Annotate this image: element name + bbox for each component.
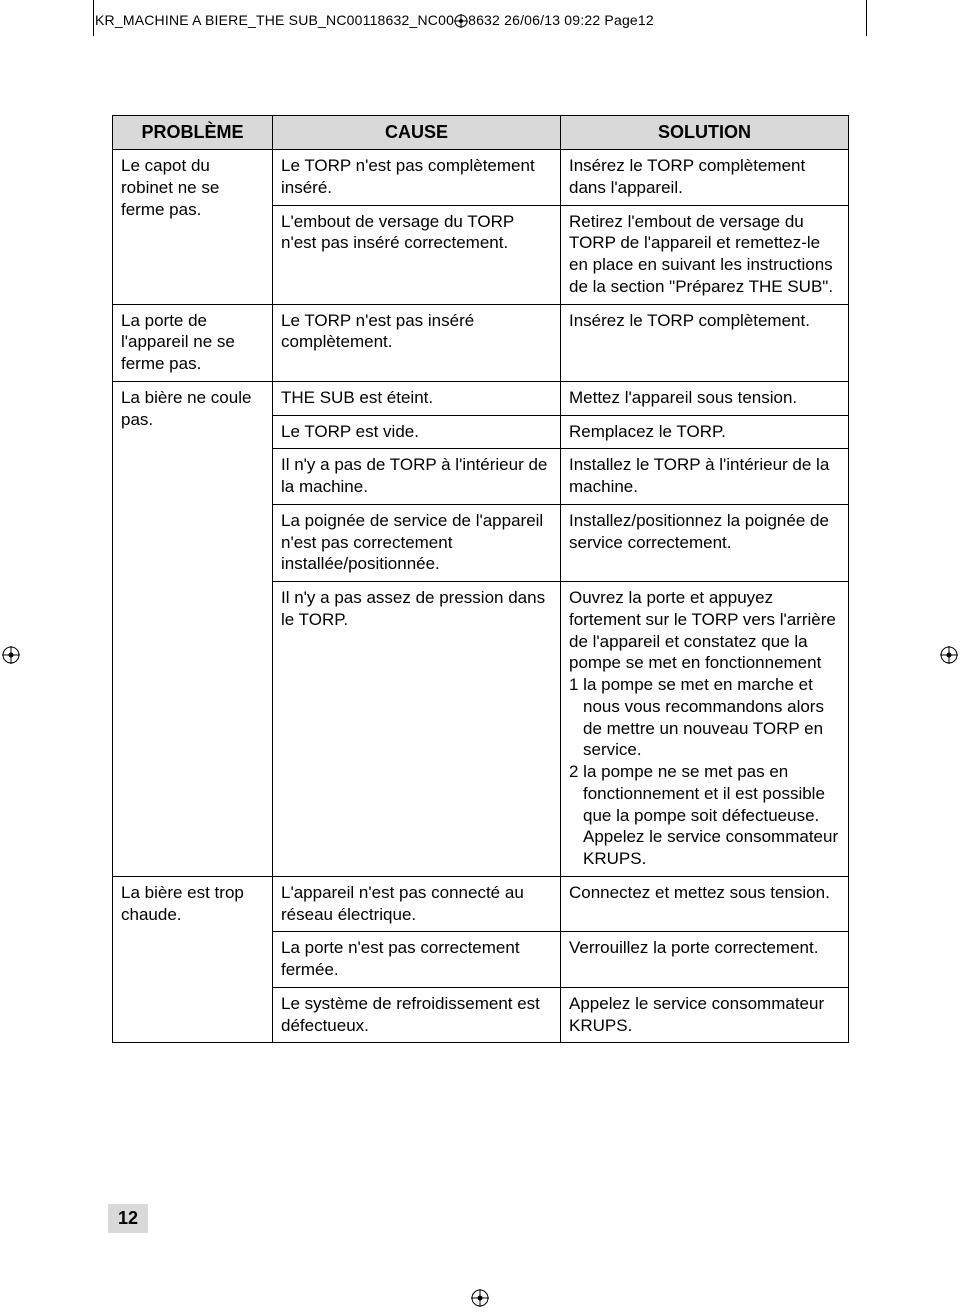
table-row: La bière est trop chaude. L'appareil n'e… [113, 876, 849, 932]
crop-mark [866, 0, 867, 36]
cell-solution: Appelez le service consommateur KRUPS. [561, 987, 849, 1043]
cell-solution: Connectez et mettez sous tension. [561, 876, 849, 932]
crop-mark [93, 0, 94, 36]
cell-problem: La bière ne coule pas. [113, 381, 273, 876]
table-row: La bière ne coule pas. THE SUB est étein… [113, 381, 849, 415]
cell-solution: Installez/positionnez la poignée de serv… [561, 504, 849, 581]
header-cause: CAUSE [273, 116, 561, 150]
cell-cause: Le TORP n'est pas complètement inséré. [273, 150, 561, 206]
cell-problem: Le capot du robinet ne se ferme pas. [113, 150, 273, 305]
troubleshooting-table: PROBLÈME CAUSE SOLUTION Le capot du robi… [112, 115, 849, 1043]
registration-icon [940, 646, 958, 664]
cell-solution: Mettez l'appareil sous tension. [561, 381, 849, 415]
registration-icon [2, 646, 20, 664]
registration-icon [454, 14, 468, 28]
table-row: Le capot du robinet ne se ferme pas. Le … [113, 150, 849, 206]
cell-problem: La bière est trop chaude. [113, 876, 273, 1043]
print-slug: KR_MACHINE A BIERE_THE SUB_NC00118632_NC… [95, 12, 654, 28]
cell-cause: Le TORP est vide. [273, 415, 561, 449]
cell-cause: Le TORP n'est pas inséré complètement. [273, 304, 561, 381]
cell-problem: La porte de l'appareil ne se ferme pas. [113, 304, 273, 381]
solution-line: Ouvrez la porte et appuyez fortement sur… [569, 587, 840, 674]
header-problem: PROBLÈME [113, 116, 273, 150]
cell-cause: La porte n'est pas correctement fermée. [273, 932, 561, 988]
solution-line: 1 la pompe se met en marche et [569, 674, 840, 696]
page-content: PROBLÈME CAUSE SOLUTION Le capot du robi… [112, 115, 848, 1043]
cell-solution: Installez le TORP à l'intérieur de la ma… [561, 449, 849, 505]
solution-line: nous vous recommandons alors de mettre u… [569, 696, 840, 761]
registration-icon [471, 1289, 489, 1307]
cell-cause: L'embout de versage du TORP n'est pas in… [273, 205, 561, 304]
header-solution: SOLUTION [561, 116, 849, 150]
page-number: 12 [108, 1204, 148, 1233]
slug-prefix: KR_MACHINE A BIERE_THE SUB_NC00118632_NC… [95, 12, 454, 28]
table-header-row: PROBLÈME CAUSE SOLUTION [113, 116, 849, 150]
cell-cause: Le système de refroidissement est défect… [273, 987, 561, 1043]
cell-cause: Il n'y a pas assez de pression dans le T… [273, 582, 561, 877]
cell-solution: Verrouillez la porte correctement. [561, 932, 849, 988]
cell-cause: L'appareil n'est pas connecté au réseau … [273, 876, 561, 932]
cell-cause: THE SUB est éteint. [273, 381, 561, 415]
cell-solution: Insérez le TORP complètement dans l'appa… [561, 150, 849, 206]
cell-solution: Ouvrez la porte et appuyez fortement sur… [561, 582, 849, 877]
solution-line: fonctionnement et il est possible que la… [569, 783, 840, 870]
cell-cause: La poignée de service de l'appareil n'es… [273, 504, 561, 581]
cell-solution: Insérez le TORP complètement. [561, 304, 849, 381]
cell-solution: Retirez l'embout de versage du TORP de l… [561, 205, 849, 304]
slug-suffix: 8632 26/06/13 09:22 Page12 [468, 12, 654, 28]
cell-cause: Il n'y a pas de TORP à l'intérieur de la… [273, 449, 561, 505]
solution-line: 2 la pompe ne se met pas en [569, 761, 840, 783]
table-row: La porte de l'appareil ne se ferme pas. … [113, 304, 849, 381]
cell-solution: Remplacez le TORP. [561, 415, 849, 449]
